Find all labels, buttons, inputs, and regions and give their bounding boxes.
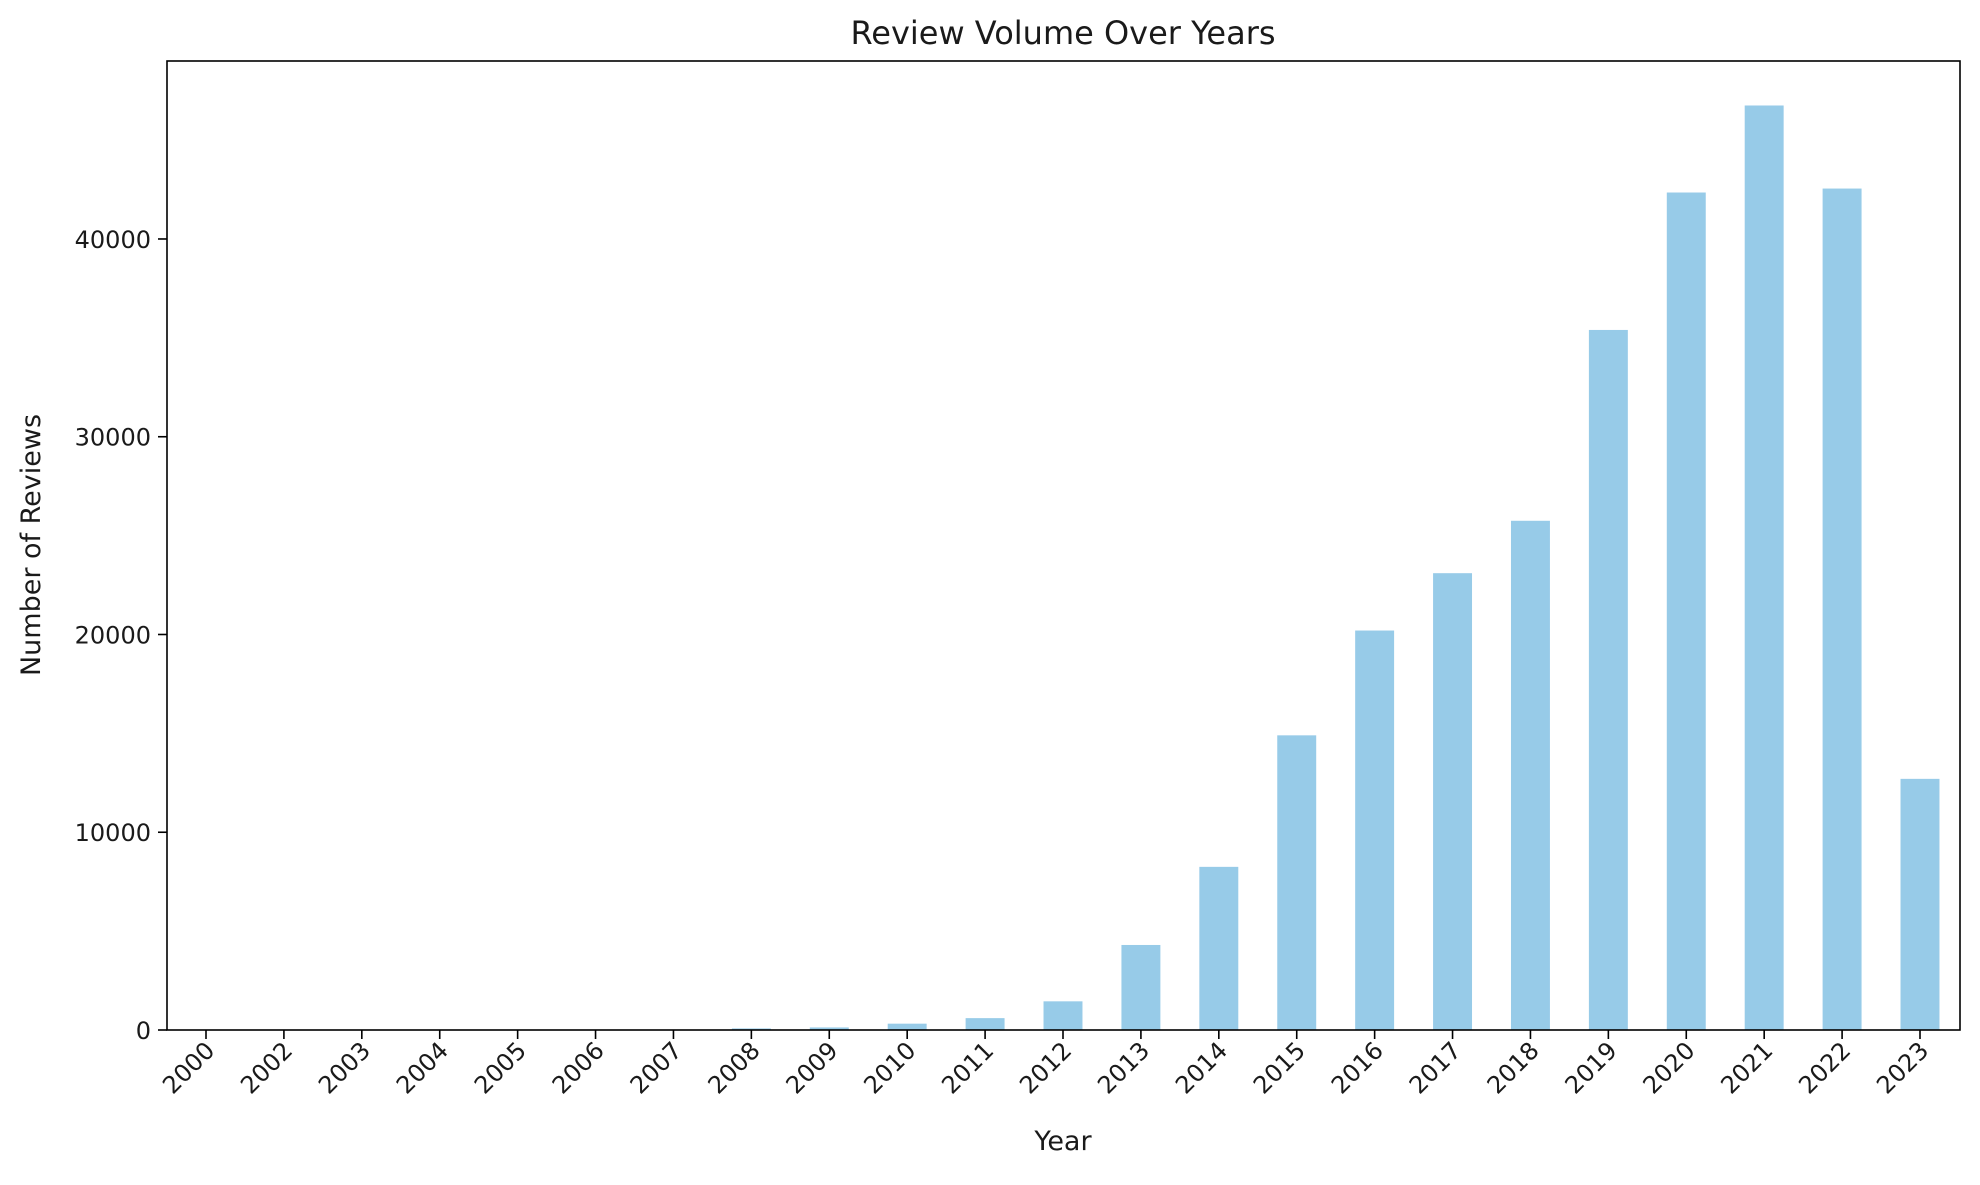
bar-2022 (1823, 189, 1862, 1030)
x-tick-label: 2013 (1092, 1036, 1155, 1099)
x-tick-label: 2003 (313, 1036, 376, 1099)
x-tick-label: 2020 (1638, 1036, 1701, 1099)
y-axis-label: Number of Reviews (16, 414, 47, 676)
y-tick-label: 40000 (75, 226, 151, 254)
bar-2010 (888, 1024, 927, 1030)
y-tick-label: 30000 (75, 424, 151, 452)
bar-2016 (1355, 631, 1394, 1030)
bar-2021 (1745, 105, 1784, 1030)
x-tick-label: 2007 (625, 1036, 688, 1099)
x-tick-label: 2019 (1560, 1036, 1623, 1099)
x-tick-label: 2009 (781, 1036, 844, 1099)
x-tick-label: 2006 (547, 1036, 610, 1099)
x-tick-label: 2022 (1793, 1036, 1856, 1099)
bar-2018 (1511, 521, 1550, 1030)
bar-2013 (1121, 945, 1160, 1030)
bar-2023 (1901, 779, 1940, 1030)
bars-layer (187, 105, 1940, 1030)
x-tick-label: 2004 (391, 1036, 454, 1099)
x-tick-label: 2017 (1404, 1036, 1467, 1099)
bar-2017 (1433, 573, 1472, 1030)
y-axis: 0 10000 20000 30000 40000 (75, 226, 167, 1045)
bar-2019 (1589, 330, 1628, 1030)
bar-2011 (966, 1018, 1005, 1030)
chart-title: Review Volume Over Years (850, 14, 1275, 52)
bar-2020 (1667, 193, 1706, 1030)
y-tick-label: 0 (136, 1017, 151, 1045)
x-axis-label: Year (1033, 1126, 1092, 1157)
bar-2015 (1277, 735, 1316, 1030)
y-tick-label: 10000 (75, 819, 151, 847)
bar-2012 (1044, 1001, 1083, 1030)
x-tick-label: 2014 (1170, 1036, 1233, 1099)
bar-2014 (1199, 867, 1238, 1030)
x-tick-label: 2012 (1014, 1036, 1077, 1099)
x-tick-label: 2008 (703, 1036, 766, 1099)
x-tick-label: 2016 (1326, 1036, 1389, 1099)
x-tick-label: 2023 (1871, 1036, 1934, 1099)
x-tick-label: 2018 (1482, 1036, 1545, 1099)
x-tick-label: 2021 (1715, 1036, 1778, 1099)
x-tick-label: 2015 (1248, 1036, 1311, 1099)
x-tick-label: 2000 (157, 1036, 220, 1099)
x-tick-label: 2005 (469, 1036, 532, 1099)
x-tick-label: 2011 (936, 1036, 999, 1099)
y-tick-label: 20000 (75, 621, 151, 649)
x-tick-label: 2002 (235, 1036, 298, 1099)
x-tick-label: 2010 (858, 1036, 921, 1099)
